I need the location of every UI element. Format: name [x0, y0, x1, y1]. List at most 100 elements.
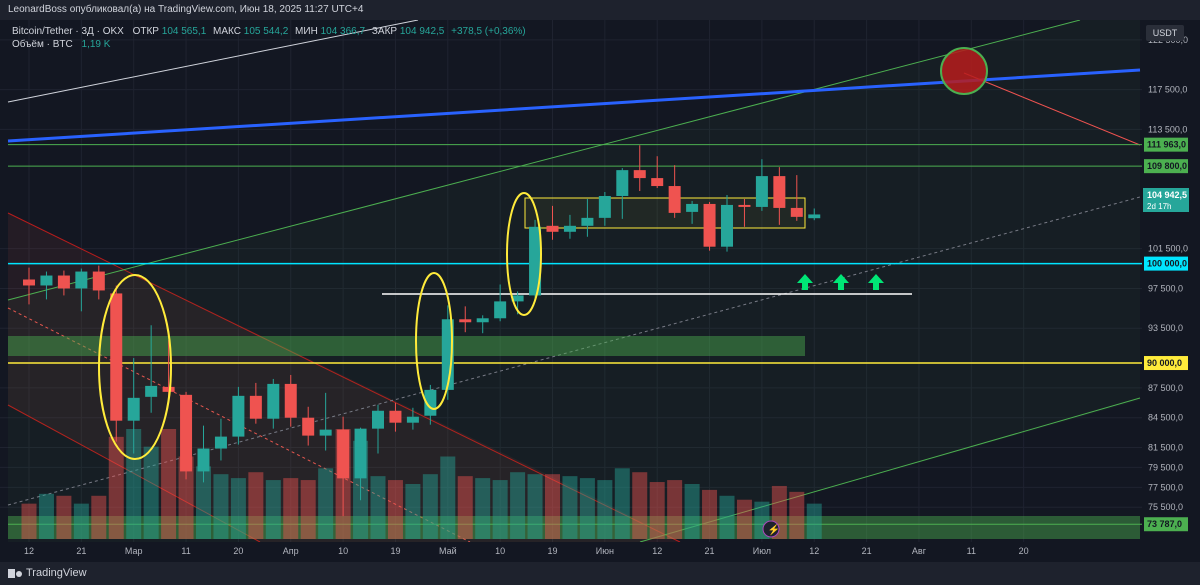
last-price-countdown: 2d 17h [1147, 202, 1171, 211]
time-tick-label: 12 [24, 546, 34, 556]
time-axis[interactable] [0, 542, 1200, 562]
tradingview-logo[interactable]: TradingView [8, 562, 87, 585]
legend-high-label: МАКС [213, 26, 241, 37]
candle-body [389, 410, 402, 423]
level-tag-label: 90 000,0 [1147, 358, 1182, 368]
event-badge[interactable] [762, 520, 780, 538]
volume-bar [440, 456, 456, 539]
candles [23, 145, 821, 517]
volume-bar [73, 503, 89, 539]
candle-body [337, 429, 350, 479]
volume-bar [632, 472, 648, 539]
candle-body [23, 279, 35, 286]
highlight-ellipse-1 [98, 274, 172, 460]
time-tick-label: Мар [125, 546, 143, 556]
legend-low-label: МИН [295, 26, 318, 37]
time-tick-label: 11 [967, 546, 976, 556]
candle-body [529, 226, 542, 296]
volume-bar [649, 482, 665, 539]
up-arrow-icon [868, 274, 884, 290]
candle-body [214, 436, 227, 449]
level-tag-label: 73 787,0 [1147, 519, 1182, 529]
level-tag-label: 100 000,0 [1147, 259, 1187, 269]
volume-bar [318, 468, 334, 539]
time-tick-label: 20 [1019, 546, 1029, 556]
price-chart[interactable]: ⚡ Bitcoin/Tether · 3Д · OKX ОТКР 104 565… [0, 20, 1200, 562]
volume-bar [789, 491, 805, 539]
level-tag [1144, 517, 1188, 532]
candle-body [284, 383, 297, 418]
legend-open-value: 104 565,1 [162, 26, 207, 37]
candle-body [232, 395, 245, 437]
candle-body [721, 204, 733, 247]
candle-body [668, 186, 681, 213]
footer-bar: TradingView [0, 562, 1200, 585]
level-price-tags: 111 963,0 109 800,0 100 000,0 90 000,0 73 78… [1144, 137, 1188, 532]
volume-bar [405, 484, 421, 539]
volume-bar [213, 474, 229, 539]
price-tick-label: 101 500,0 [1148, 244, 1188, 254]
candle-body [162, 386, 175, 392]
tradingview-icon [8, 569, 22, 578]
volume-bar [510, 472, 526, 539]
time-tick-label: Авг [912, 546, 927, 556]
candle-body [633, 170, 646, 179]
currency-button[interactable] [1146, 25, 1184, 41]
price-tick-label: 117 500,0 [1148, 85, 1187, 95]
volume-bar [38, 493, 54, 539]
candle-body [57, 275, 70, 289]
up-arrow-icon [833, 274, 849, 290]
candle-body [616, 170, 629, 196]
candle-body [773, 176, 786, 208]
volume-bar [21, 503, 37, 539]
chart-background [0, 20, 1200, 562]
currency-label: USDT [1153, 28, 1178, 38]
time-tick-label: 21 [76, 546, 86, 556]
candle-body [354, 428, 367, 479]
time-tick-label: 21 [862, 546, 872, 556]
time-tick-label: 10 [495, 546, 505, 556]
volume-bar [736, 499, 752, 539]
candle-body [127, 397, 140, 421]
volume-bar [422, 474, 438, 539]
candle-body [459, 319, 472, 323]
volume-bar [579, 478, 595, 539]
volume-bar [300, 480, 316, 539]
candle-body [75, 271, 88, 289]
candle-body [808, 214, 821, 219]
volume-bar [283, 478, 299, 539]
volume-bar [56, 495, 72, 539]
publish-line: LeonardBoss опубликовал(а) на TradingVie… [8, 4, 364, 15]
candle-body [563, 225, 576, 232]
candle-body [40, 275, 53, 286]
volume-bar [806, 503, 822, 539]
candle-body [319, 429, 332, 436]
volume-bar [545, 474, 560, 539]
volume-bar [196, 466, 211, 539]
candle-body [92, 271, 105, 291]
volume-bar [457, 476, 473, 539]
highlight-ellipse-2 [415, 272, 453, 410]
volume-bar [265, 480, 281, 539]
volume-bar [684, 484, 700, 539]
candle-body [546, 225, 559, 232]
candle-body [738, 204, 751, 207]
legend-low-value: 104 366,7 [321, 26, 366, 37]
candle-body [302, 417, 315, 436]
volume-bar [143, 446, 159, 539]
white-trendline [7, 20, 419, 103]
time-tick-label: 19 [390, 546, 400, 556]
price-tick-label: 77 500,0 [1148, 482, 1183, 492]
candle-body [197, 448, 210, 472]
highlight-ellipse-3 [506, 192, 542, 316]
candle-body [372, 410, 384, 429]
red-projection-line [963, 72, 1141, 146]
volume-bar [475, 478, 491, 539]
support-zone-bottom [8, 516, 1140, 539]
price-tick-label: 113 500,0 [1148, 124, 1187, 134]
volume-bar [702, 489, 718, 539]
price-axis[interactable] [1142, 20, 1200, 542]
candle-body [145, 385, 158, 397]
time-axis-ticks: 12 21 Мар 11 20 Апр 10 19 Май 10 19 Июн 12 21 Июл 12 21 А… [24, 546, 1029, 556]
level-tag [1144, 256, 1188, 271]
